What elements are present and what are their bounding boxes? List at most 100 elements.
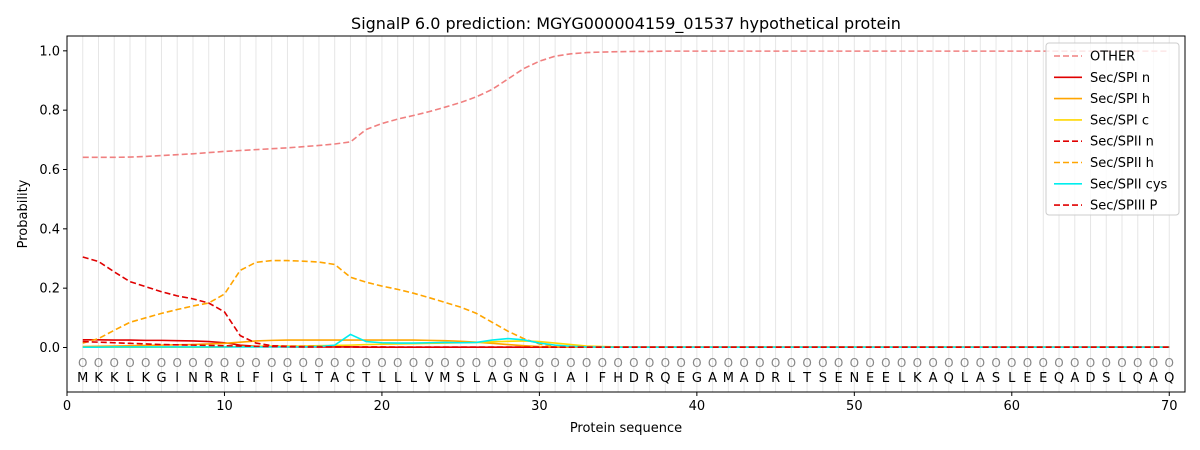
region-label: O: [550, 356, 559, 370]
residue-label: G: [503, 371, 513, 386]
residue-label: Q: [944, 371, 954, 386]
residue-label: I: [585, 371, 589, 386]
residue-label: K: [110, 371, 119, 386]
region-label: O: [157, 356, 166, 370]
residue-label: A: [708, 371, 717, 386]
residue-label: D: [1086, 371, 1096, 386]
residue-label: S: [457, 371, 465, 386]
region-label: O: [661, 356, 670, 370]
region-label: O: [204, 356, 213, 370]
residue-label: G: [692, 371, 702, 386]
residue-label: I: [175, 371, 179, 386]
region-label: O: [944, 356, 953, 370]
residue-label: T: [361, 371, 370, 386]
region-label: O: [787, 356, 796, 370]
region-label: O: [771, 356, 780, 370]
y-tick-label: 0.2: [39, 282, 60, 297]
region-label: O: [1086, 356, 1095, 370]
legend-label: Sec/SPI n: [1090, 71, 1150, 86]
region-label: O: [755, 356, 764, 370]
x-tick-label: 30: [531, 399, 548, 414]
residue-label: R: [204, 371, 213, 386]
region-label: O: [913, 356, 922, 370]
residue-label: R: [645, 371, 654, 386]
region-label: O: [1165, 356, 1174, 370]
region-label: O: [361, 356, 370, 370]
region-label: O: [598, 356, 607, 370]
y-axis-label: Probability: [16, 179, 31, 248]
region-label: O: [535, 356, 544, 370]
region-label: O: [818, 356, 827, 370]
region-label: O: [802, 356, 811, 370]
residue-label: R: [220, 371, 229, 386]
legend-label: Sec/SPII h: [1090, 156, 1154, 171]
residue-label: E: [1023, 371, 1031, 386]
legend-label: Sec/SPII cys: [1090, 177, 1168, 192]
residue-label: R: [771, 371, 780, 386]
residue-label: E: [834, 371, 842, 386]
series-lines: [82, 50, 1170, 349]
region-label: O: [1133, 356, 1142, 370]
x-tick-label: 50: [846, 399, 863, 414]
region-label: O: [377, 356, 386, 370]
region-label: O: [409, 356, 418, 370]
residue-label: I: [270, 371, 274, 386]
series-line: [82, 256, 1170, 349]
region-label: O: [519, 356, 528, 370]
region-label: O: [424, 356, 433, 370]
region-label: O: [692, 356, 701, 370]
region-label: O: [125, 356, 134, 370]
residue-label: E: [882, 371, 890, 386]
region-label: O: [928, 356, 937, 370]
region-label: O: [834, 356, 843, 370]
legend-label: OTHER: [1090, 50, 1135, 65]
residue-label: N: [849, 371, 859, 386]
residue-label: L: [961, 371, 969, 386]
residue-label: A: [929, 371, 938, 386]
residue-label: L: [300, 371, 308, 386]
region-label: O: [1039, 356, 1048, 370]
region-label: O: [503, 356, 512, 370]
region-label: O: [976, 356, 985, 370]
region-label: O: [440, 356, 449, 370]
y-tick-label: 0.8: [39, 104, 60, 119]
residue-label: Q: [1133, 371, 1143, 386]
y-tick-label: 0.6: [39, 163, 60, 178]
y-tick-label: 0.4: [39, 222, 60, 237]
residue-label: S: [1102, 371, 1110, 386]
region-label: O: [94, 356, 103, 370]
x-axis-ticks: 0 10 20 30 40 50 60 70: [63, 392, 1178, 414]
residue-label: L: [126, 371, 134, 386]
x-tick-label: 0: [63, 399, 71, 414]
region-label: O: [78, 356, 87, 370]
region-label: O: [110, 356, 119, 370]
x-tick-label: 40: [689, 399, 706, 414]
sequence-labels: OMOKOKOLOKOGOIONOROROLOFOIOGOLOTOAOCOTOL…: [77, 356, 1174, 386]
region-label: O: [850, 356, 859, 370]
x-tick-label: 70: [1161, 399, 1178, 414]
x-tick-label: 20: [374, 399, 391, 414]
region-label: O: [881, 356, 890, 370]
residue-label: A: [330, 371, 339, 386]
residue-label: A: [976, 371, 985, 386]
region-label: O: [267, 356, 276, 370]
region-label: O: [235, 356, 244, 370]
region-label: O: [298, 356, 307, 370]
residue-label: K: [913, 371, 922, 386]
legend: OTHER Sec/SPI n Sec/SPI h Sec/SPI c Sec/SPII…: [1045, 42, 1180, 216]
residue-label: N: [188, 371, 198, 386]
region-label: O: [739, 356, 748, 370]
y-axis-ticks: 0.0 0.2 0.4 0.6 0.8 1.0: [39, 44, 67, 356]
region-label: O: [141, 356, 150, 370]
region-label: O: [1054, 356, 1063, 370]
residue-label: N: [519, 371, 529, 386]
legend-label: Sec/SPIII P: [1090, 199, 1158, 214]
region-label: O: [676, 356, 685, 370]
residue-label: L: [473, 371, 481, 386]
region-label: O: [487, 356, 496, 370]
residue-label: L: [788, 371, 796, 386]
residue-label: K: [141, 371, 150, 386]
region-label: O: [456, 356, 465, 370]
series-line: [82, 50, 1170, 159]
